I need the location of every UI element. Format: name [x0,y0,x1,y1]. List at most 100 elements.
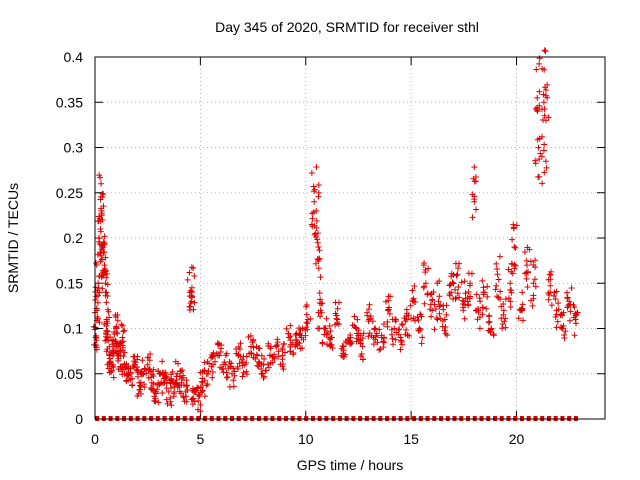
data-point [104,346,111,353]
data-point [409,287,416,294]
data-point [280,366,287,373]
data-point [384,323,391,330]
data-point [540,91,547,98]
data-point [243,371,250,378]
data-point [386,310,393,317]
data-point [137,369,144,376]
data-point [499,325,506,332]
data-point [572,320,579,327]
data-point [161,369,168,376]
data-point [99,256,106,263]
data-point [495,276,502,283]
data-point [285,330,292,337]
data-point [99,272,106,279]
data-point [431,326,438,333]
data-point [452,260,459,267]
data-point [240,369,247,376]
data-point [550,292,557,299]
data-point [279,363,286,370]
data-point [494,265,501,272]
data-point [479,277,486,284]
data-point [163,396,170,403]
data-point [415,317,422,324]
data-point [476,325,483,332]
data-point [282,349,289,356]
data-point [455,265,462,272]
x-tick-label: 20 [509,431,525,447]
data-point [412,317,419,324]
data-point [454,290,461,297]
data-point [500,311,507,318]
data-point [543,164,550,171]
data-point [396,326,403,333]
data-point [271,351,278,358]
data-point [314,230,321,237]
data-point [474,316,481,323]
data-point [95,280,102,287]
data-point [119,344,126,351]
data-point [110,374,117,381]
data-point [536,88,543,95]
data-point [139,357,146,364]
data-point [461,315,468,322]
data-point [280,341,287,348]
y-tick-label: 0 [75,411,83,427]
y-axis-label: SRMTID / TECUs [5,183,21,293]
data-point [553,288,560,295]
data-point [397,346,404,353]
data-point [487,329,494,336]
data-point [526,246,533,253]
data-point [99,216,106,223]
data-point [485,319,492,326]
data-point [129,375,136,382]
data-point [547,282,554,289]
data-point [513,222,520,229]
data-point [544,94,551,101]
data-point [315,265,322,272]
data-point [519,301,526,308]
data-point [552,296,559,303]
data-point [273,343,280,350]
data-point [536,55,543,62]
data-point [169,368,176,375]
data-point [512,262,519,269]
data-point [522,270,529,277]
data-point [471,196,478,203]
data-point [299,344,306,351]
data-point [206,360,213,367]
data-point [421,300,428,307]
data-point [399,321,406,328]
data-point [422,266,429,273]
data-point [492,286,499,293]
data-point [476,295,483,302]
data-point [172,380,179,387]
data-point [427,306,434,313]
data-point [201,393,208,400]
data-point [512,244,519,251]
data-point [421,260,428,267]
data-point [540,99,547,106]
data-point [223,369,230,376]
data-point [258,370,265,377]
data-point [95,218,102,225]
data-point [434,316,441,323]
data-point [304,320,311,327]
data-point [183,383,190,390]
data-point [494,271,501,278]
data-point [248,350,255,357]
data-point [183,377,190,384]
data-point [100,203,107,210]
data-point [188,396,195,403]
data-point [317,296,324,303]
data-point [150,366,157,373]
data-point [435,298,442,305]
data-point [302,332,309,339]
data-point [443,302,450,309]
data-point [385,306,392,313]
data-point [110,364,117,371]
data-point [191,273,198,280]
data-point [536,60,543,67]
data-point [523,269,530,276]
data-point [308,169,315,176]
